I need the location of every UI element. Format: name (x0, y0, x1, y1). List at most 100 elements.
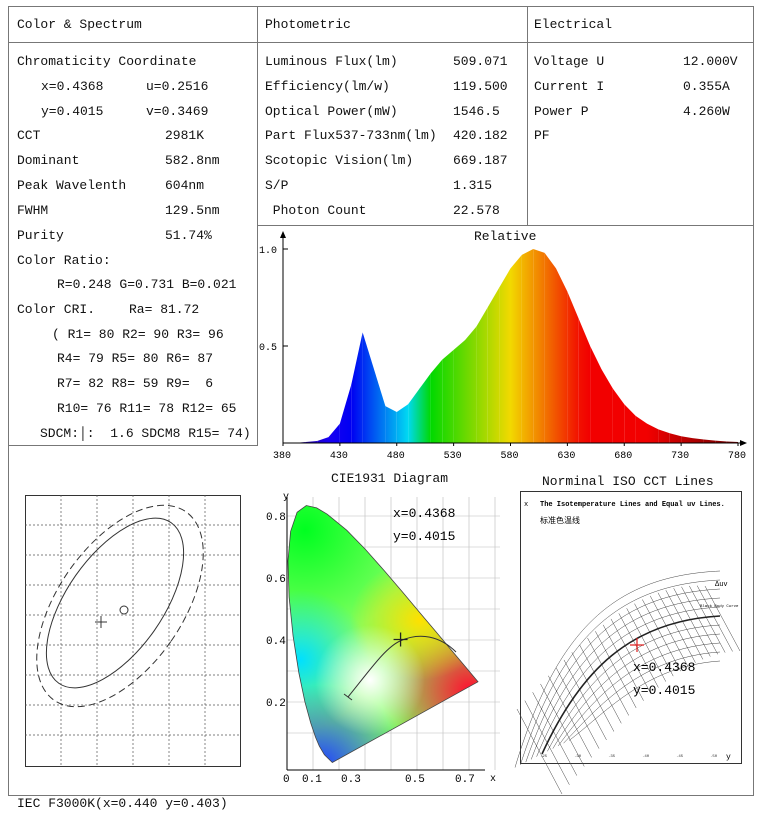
spectrum-segment (396, 404, 409, 443)
spectrum-segment (544, 252, 556, 443)
spectrum-segment (578, 318, 591, 443)
frame-bottom (8, 795, 754, 796)
table-bottom (257, 225, 754, 226)
cct-label: CCT (17, 128, 41, 143)
spectrum-segment (476, 307, 488, 443)
spectrum-segment (453, 340, 465, 443)
fwhm-value: 129.5nm (165, 203, 220, 218)
isotemperature-line (571, 652, 615, 732)
target-point-circle-icon (119, 605, 129, 615)
spectrum-segment (703, 439, 716, 443)
cie-y-ticklabel: 0.6 (266, 574, 286, 586)
el-label-0: Voltage U (534, 54, 605, 69)
iso-x-tick: .40 (642, 755, 650, 759)
equal-uv-line (514, 570, 721, 768)
iso-label-y: y=0.4015 (633, 683, 695, 698)
pm-value-3: 420.182 (453, 128, 508, 143)
spectrum-segment (430, 359, 443, 443)
pm-label-4: Scotopic Vision(lm) (265, 153, 414, 168)
cri-line-2: R4= 79 R5= 80 R6= 87 (57, 351, 214, 366)
isotemperature-line (673, 588, 711, 657)
spectrum-segment (590, 346, 602, 443)
coord-y: y=0.4015 (41, 104, 104, 119)
isotemperature-line (602, 624, 644, 701)
spectrum-segment (556, 268, 568, 443)
pm-value-4: 669.187 (453, 153, 508, 168)
iso-x-tick: .30 (574, 755, 582, 759)
spectrum-segment (351, 332, 363, 443)
dominant-value: 582.8nm (165, 153, 220, 168)
cie1931-chart: y x 0 0.1 0.3 0.5 0.7 0.2 0.4 0.6 0.8 x=… (266, 492, 500, 786)
cie-x-ticklabel: 0.7 (455, 774, 475, 786)
frame-right (753, 6, 754, 796)
purity-label: Purity (17, 228, 64, 243)
spectrum-segment (624, 404, 636, 443)
isotemperature-line (587, 637, 629, 716)
spectrum-segment (499, 268, 511, 443)
isotemperature-line (657, 592, 696, 663)
x-tick-label: 780 (728, 451, 746, 462)
spectrum-chart: 380 430 480 530 580 630 680 730 780 0.5 1.0 (259, 231, 747, 462)
coord-v: v=0.3469 (146, 104, 209, 119)
y-tick-label: 1.0 (259, 246, 277, 257)
pm-value-6: 22.578 (453, 203, 500, 218)
y-axis-arrow-icon (280, 231, 286, 238)
isotemperature-line (548, 675, 592, 758)
spectrum-segment (385, 406, 397, 443)
x-tick-label: 630 (557, 451, 575, 462)
cie-label-y: y=0.4015 (393, 529, 455, 544)
spectrum-segment (692, 438, 704, 443)
measured-point-cross-icon (630, 638, 644, 652)
col-divider-1 (257, 6, 258, 446)
header-divider (8, 42, 754, 43)
el-value-1: 0.355A (683, 79, 730, 94)
pm-label-5: S/P (265, 178, 289, 193)
pm-label-6: Photon Count (265, 203, 367, 218)
iso-curve-label: Black Body Curve (700, 604, 739, 609)
isotemperature-line (579, 644, 622, 724)
cie-axis-x-label: x (490, 774, 496, 785)
spectrum-segment (487, 287, 500, 443)
equal-uv-line (557, 642, 721, 747)
equal-uv-line (520, 579, 721, 765)
spectrum-segment (374, 369, 386, 443)
isotemperature-line (704, 585, 741, 652)
spectrum-segment (328, 423, 340, 443)
cct-value: 2981K (165, 128, 205, 143)
isotemperature-line (681, 586, 718, 655)
header-electrical: Electrical (534, 17, 613, 32)
frame-left (8, 6, 9, 796)
pm-value-2: 1546.5 (453, 104, 500, 119)
cie-y-ticklabel: 0.8 (266, 512, 286, 524)
chromaticity-title: Chromaticity Coordinate (17, 54, 197, 69)
cie-y-ticklabel: 0.2 (266, 698, 286, 710)
cri-label: Color CRI. (17, 302, 96, 317)
isotemperature-line (634, 603, 674, 677)
x-tick-label: 530 (444, 451, 462, 462)
el-value-0: 12.000V (683, 54, 738, 69)
isotemperature-line (626, 608, 667, 682)
cie-y-ticklabel: 0.4 (266, 636, 286, 648)
spectrum-segment (362, 332, 374, 443)
left-bottom (8, 445, 258, 446)
spectrum-segment (408, 388, 420, 443)
isotemperature-line (540, 683, 585, 767)
equal-uv-line (530, 597, 721, 760)
peak-label: Peak Wavelenth (17, 178, 127, 193)
x-tick-label: 580 (501, 451, 519, 462)
iso-x-tick: .45 (676, 755, 684, 759)
cri-line-4: R10= 76 R11= 78 R12= 65 (57, 401, 237, 416)
isotemperature-line (555, 667, 600, 749)
isotemperature-line (665, 590, 704, 660)
inner-ellipse (45, 517, 185, 689)
spectrum-segment (612, 388, 625, 443)
iso-x-tick: .25 (540, 755, 548, 759)
cie-x-ticklabel: 0.5 (405, 774, 425, 786)
x-tick-label: 730 (671, 451, 689, 462)
ra-value: Ra= 81.72 (129, 302, 200, 317)
isotemperature-line (696, 585, 733, 652)
black-body-curve (541, 615, 721, 755)
isotemperature-line (649, 595, 689, 667)
pm-value-0: 509.071 (453, 54, 508, 69)
cie-axis-y-label: y (283, 492, 289, 503)
